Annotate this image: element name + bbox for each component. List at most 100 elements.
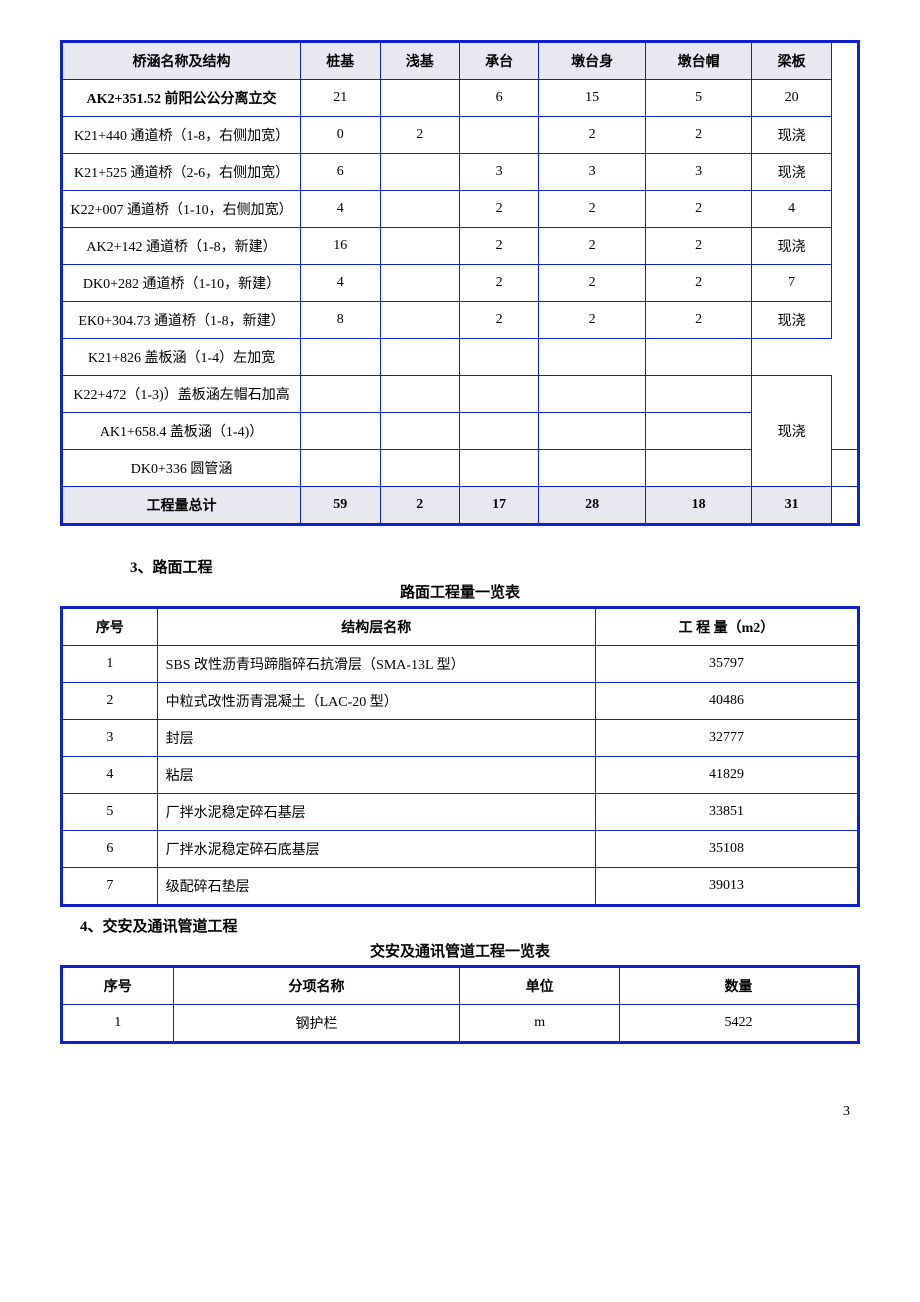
cell-total-value: 17: [459, 487, 538, 525]
cell-value: 2: [645, 117, 752, 154]
cell-value: [645, 413, 752, 450]
cell-structure-name: AK1+658.4 盖板涵（1-4)）: [62, 413, 301, 450]
table-row: 7级配碎石垫层39013: [62, 868, 859, 906]
cell-value: 2: [539, 191, 646, 228]
cell-qty: 40486: [595, 683, 858, 720]
cell-total-label: 工程量总计: [62, 487, 301, 525]
cell-structure-name: K21+440 通道桥（1-8，右侧加宽）: [62, 117, 301, 154]
cell-total-value: 28: [539, 487, 646, 525]
cell-unit: m: [460, 1005, 619, 1043]
table-row: K21+826 盖板涵（1-4）左加宽: [62, 339, 859, 376]
cell-value: [645, 339, 752, 376]
col-layer-name: 结构层名称: [157, 608, 595, 646]
cell-structure-name: EK0+304.73 通道桥（1-8，新建）: [62, 302, 301, 339]
cell-qty: 32777: [595, 720, 858, 757]
cell-value: [380, 413, 459, 450]
cell-value: 2: [539, 265, 646, 302]
table-header-row: 桥涵名称及结构 桩基 浅基 承台 墩台身 墩台帽 梁板: [62, 42, 859, 80]
cell-value: 4: [301, 265, 380, 302]
cell-layer-name: SBS 改性沥青玛蹄脂碎石抗滑层（SMA-13L 型）: [157, 646, 595, 683]
col-shallow: 浅基: [380, 42, 459, 80]
cell-value: [459, 413, 538, 450]
col-seq: 序号: [62, 967, 174, 1005]
cell-structure-name: AK2+351.52 前阳公公分离立交: [62, 80, 301, 117]
cell-layer-name: 中粒式改性沥青混凝土（LAC-20 型）: [157, 683, 595, 720]
cell-value: 2: [459, 228, 538, 265]
table-row: EK0+304.73 通道桥（1-8，新建）8222现浇: [62, 302, 859, 339]
cell-qty: 41829: [595, 757, 858, 794]
pavement-table: 序号 结构层名称 工 程 量（m2） 1SBS 改性沥青玛蹄脂碎石抗滑层（SMA…: [60, 606, 860, 907]
cell-value: 2: [380, 117, 459, 154]
cell-seq: 4: [62, 757, 158, 794]
cell-qty: 33851: [595, 794, 858, 831]
col-cap: 承台: [459, 42, 538, 80]
section-3-caption: 路面工程量一览表: [60, 581, 860, 602]
cell-value: [539, 450, 646, 487]
section-4-heading: 4、交安及通讯管道工程: [80, 915, 860, 936]
cell-value: 3: [459, 154, 538, 191]
cell-value: [459, 339, 538, 376]
cell-value: [831, 450, 858, 487]
table-row: DK0+336 圆管涵: [62, 450, 859, 487]
cell-seq: 6: [62, 831, 158, 868]
table-row: 3封层32777: [62, 720, 859, 757]
table-row: AK1+658.4 盖板涵（1-4)）: [62, 413, 859, 450]
table-header-row: 序号 结构层名称 工 程 量（m2）: [62, 608, 859, 646]
cell-structure-name: DK0+336 圆管涵: [62, 450, 301, 487]
cell-structure-name: K22+472（1-3)）盖板涵左帽石加高: [62, 376, 301, 413]
table-row: AK2+142 通道桥（1-8，新建）16222现浇: [62, 228, 859, 265]
cell-seq: 1: [62, 646, 158, 683]
cell-value: 5: [645, 80, 752, 117]
cell-seq: 7: [62, 868, 158, 906]
cell-qty: 39013: [595, 868, 858, 906]
cell-value: 2: [459, 265, 538, 302]
cell-value: [539, 413, 646, 450]
table-row: K21+440 通道桥（1-8，右侧加宽）0222现浇: [62, 117, 859, 154]
cell-value: 4: [752, 191, 831, 228]
cell-total-value: 31: [752, 487, 831, 525]
section-3-heading: 3、路面工程: [130, 556, 860, 577]
cell-value: [380, 376, 459, 413]
cell-value: 6: [301, 154, 380, 191]
cell-value: [380, 302, 459, 339]
cell-layer-name: 粘层: [157, 757, 595, 794]
col-item-name: 分项名称: [173, 967, 460, 1005]
cell-qty: 35797: [595, 646, 858, 683]
col-pier-body: 墩台身: [539, 42, 646, 80]
cell-amount: 5422: [619, 1005, 858, 1043]
cell-layer-name: 厂拌水泥稳定碎石底基层: [157, 831, 595, 868]
cell-value: 15: [539, 80, 646, 117]
cell-structure-name: AK2+142 通道桥（1-8，新建）: [62, 228, 301, 265]
cell-value: 2: [539, 228, 646, 265]
cell-value: 20: [752, 80, 831, 117]
col-pier-cap: 墩台帽: [645, 42, 752, 80]
table-total-row: 工程量总计59217281831: [62, 487, 859, 525]
cell-value: 16: [301, 228, 380, 265]
cell-value: 6: [459, 80, 538, 117]
cell-value: 3: [539, 154, 646, 191]
cell-value: [459, 117, 538, 154]
cell-value: 现浇: [752, 302, 831, 339]
col-seq: 序号: [62, 608, 158, 646]
cell-total-value: 18: [645, 487, 752, 525]
cell-value: 2: [539, 302, 646, 339]
cell-value: [459, 376, 538, 413]
col-quantity: 工 程 量（m2）: [595, 608, 858, 646]
table-row: K22+472（1-3)）盖板涵左帽石加高现浇: [62, 376, 859, 413]
table-header-row: 序号 分项名称 单位 数量: [62, 967, 859, 1005]
cell-value: [380, 154, 459, 191]
traffic-safety-table: 序号 分项名称 单位 数量 1钢护栏m5422: [60, 965, 860, 1044]
col-pile: 桩基: [301, 42, 380, 80]
table-row: K22+007 通道桥（1-10，右侧加宽）42224: [62, 191, 859, 228]
table-row: 6厂拌水泥稳定碎石底基层35108: [62, 831, 859, 868]
table-row: 1钢护栏m5422: [62, 1005, 859, 1043]
cell-value: 7: [752, 265, 831, 302]
cell-value: 3: [645, 154, 752, 191]
page-number: 3: [60, 1104, 860, 1120]
cell-value: 0: [301, 117, 380, 154]
section-4-caption: 交安及通讯管道工程一览表: [60, 940, 860, 961]
cell-item-name: 钢护栏: [173, 1005, 460, 1043]
table-row: 1SBS 改性沥青玛蹄脂碎石抗滑层（SMA-13L 型）35797: [62, 646, 859, 683]
cell-value: [459, 450, 538, 487]
cell-value: [645, 376, 752, 413]
